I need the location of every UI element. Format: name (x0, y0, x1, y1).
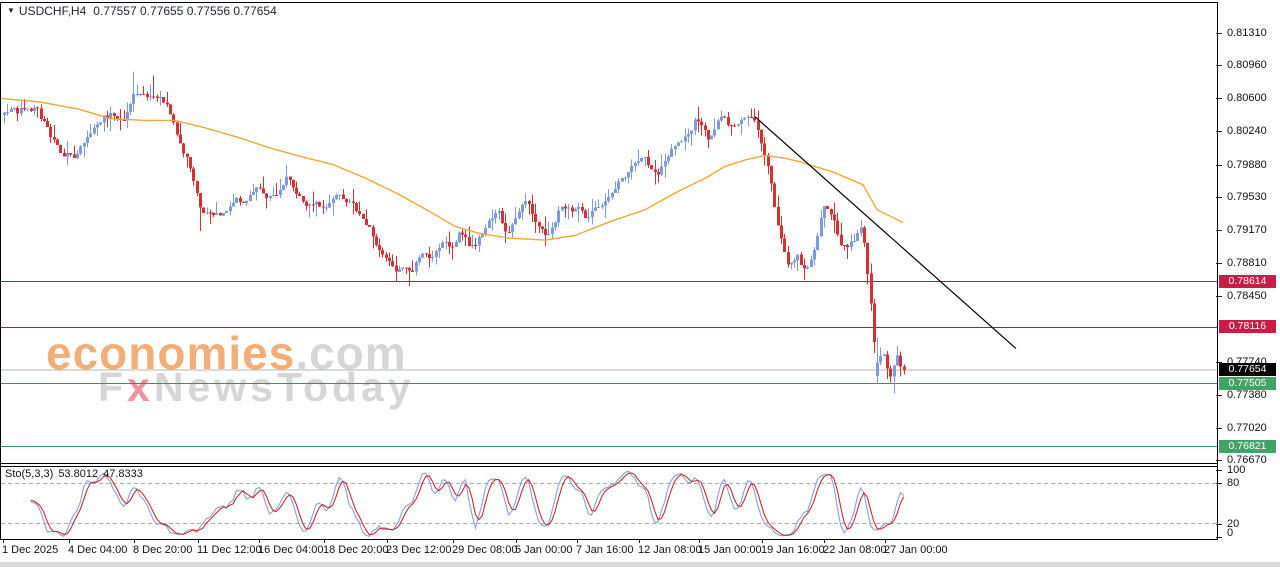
date-label: 27 Jan 00:00 (884, 544, 948, 556)
date-label: 22 Jan 08:00 (823, 544, 887, 556)
sub-tick-mark (1216, 470, 1222, 471)
price-tick-label: 0.77380 (1227, 388, 1267, 401)
date-tick-mark (885, 540, 886, 543)
price-tick-mark (1216, 196, 1222, 198)
date-label: 11 Dec 12:00 (197, 544, 262, 556)
sub-tick-mark (1216, 483, 1222, 485)
sub-tick-label: 0 (1227, 527, 1234, 539)
symbol-title: ▼ USDCHF,H4 0.77557 0.77655 0.77556 0.7765… (7, 4, 277, 18)
price-tick-label: 0.80240 (1227, 125, 1267, 138)
date-tick-mark (134, 540, 135, 543)
date-tick-mark (259, 540, 260, 543)
date-label: 1 Dec 2025 (2, 544, 59, 556)
price-tick-mark (1216, 460, 1222, 461)
sub-tick-label: 100 (1227, 464, 1246, 476)
price-tick-mark (1216, 296, 1222, 298)
price-badge-0.78116: 0.78116 (1219, 320, 1276, 334)
date-tick-mark (699, 540, 700, 543)
price-badge-0.78614: 0.78614 (1219, 274, 1276, 288)
date-label: 16 Dec 04:00 (258, 544, 324, 556)
moving-average-line[interactable] (0, 97, 904, 241)
price-axis[interactable]: 0.81310 0.80960 0.80600 0.80240 0.79880 0.795… (1216, 0, 1280, 540)
price-tick-label: 0.78450 (1227, 290, 1267, 303)
main-chart-pane[interactable]: economies.com FxNewsToday ▼ USDCHF,H4 0.77… (0, 0, 1219, 540)
price-tick-label: 0.80600 (1227, 92, 1267, 105)
sub-tick-label: 20 (1227, 517, 1240, 530)
price-tick-mark (1216, 394, 1222, 396)
price-tick-mark (1216, 427, 1222, 429)
price-tick-mark (1216, 164, 1222, 166)
candles (3, 71, 906, 394)
window-bottom-edge (0, 561, 1280, 567)
date-tick-mark (516, 540, 517, 543)
date-label: 15 Jan 00:00 (698, 544, 762, 556)
collapse-triangle-icon[interactable]: ▼ (7, 6, 15, 15)
price-tick-label: 0.79530 (1227, 190, 1267, 203)
chart-canvas[interactable] (0, 0, 1219, 545)
date-tick-mark (198, 540, 199, 543)
sub-tick-label: 80 (1227, 477, 1240, 490)
price-badge-0.76821: 0.76821 (1219, 439, 1276, 453)
date-label: 18 Dec 20:00 (323, 544, 389, 556)
price-tick-mark (1216, 263, 1222, 265)
price-badge-0.77505: 0.77505 (1219, 376, 1276, 390)
price-tick-mark (1216, 361, 1222, 363)
date-tick-mark (387, 540, 388, 543)
price-badge-0.77654: 0.77654 (1219, 362, 1276, 376)
date-tick-mark (453, 540, 454, 543)
stochastic-title: Sto(5,3,3) 53.8012 47.8333 (5, 468, 148, 480)
quote-ohlc-values: 0.77557 0.77655 0.77556 0.77654 (93, 4, 277, 18)
stochastic-d-value: 47.8333 (103, 468, 143, 480)
price-tick-mark (1216, 131, 1222, 133)
price-tick-mark (1216, 65, 1222, 67)
date-tick-mark (69, 540, 70, 543)
date-label: 19 Jan 16:00 (761, 544, 825, 556)
stochastic-k-value: 53.8012 (58, 468, 99, 480)
date-tick-mark (824, 540, 825, 543)
date-tick-mark (3, 540, 4, 543)
date-label: 5 Jan 00:00 (515, 544, 573, 556)
descending-trendline[interactable] (754, 116, 1017, 350)
date-label: 23 Dec 12:00 (386, 544, 452, 556)
stochastic-k-line (30, 470, 905, 537)
price-tick-label: 0.77020 (1227, 421, 1267, 434)
date-label: 29 Dec 08:00 (452, 544, 518, 556)
sub-tick-mark (1216, 523, 1222, 525)
date-tick-mark (324, 540, 325, 543)
sub-tick-mark (1216, 537, 1222, 538)
price-tick-label: 0.78810 (1227, 257, 1267, 270)
price-tick-mark (1216, 98, 1222, 100)
price-tick-label: 0.81310 (1227, 27, 1267, 39)
date-axis[interactable]: 1 Dec 2025 4 Dec 04:00 8 Dec 20:00 11 Dec 1… (0, 540, 1280, 562)
symbol-timeframe-label: USDCHF,H4 (18, 4, 87, 18)
price-tick-label: 0.79880 (1227, 158, 1267, 171)
date-label: 12 Jan 08:00 (638, 544, 702, 556)
date-tick-mark (762, 540, 763, 543)
stochastic-d-line (30, 472, 905, 536)
price-tick-mark (1216, 33, 1222, 34)
date-label: 7 Jan 16:00 (576, 544, 634, 556)
price-tick-label: 0.76670 (1227, 454, 1267, 466)
stochastic-name-label: Sto(5,3,3) (5, 468, 54, 480)
date-tick-mark (577, 540, 578, 543)
price-tick-label: 0.80960 (1227, 59, 1267, 72)
date-tick-mark (639, 540, 640, 543)
price-tick-label: 0.79170 (1227, 223, 1267, 236)
price-tick-mark (1216, 229, 1222, 231)
date-label: 8 Dec 20:00 (133, 544, 193, 556)
date-label: 4 Dec 04:00 (68, 544, 128, 556)
